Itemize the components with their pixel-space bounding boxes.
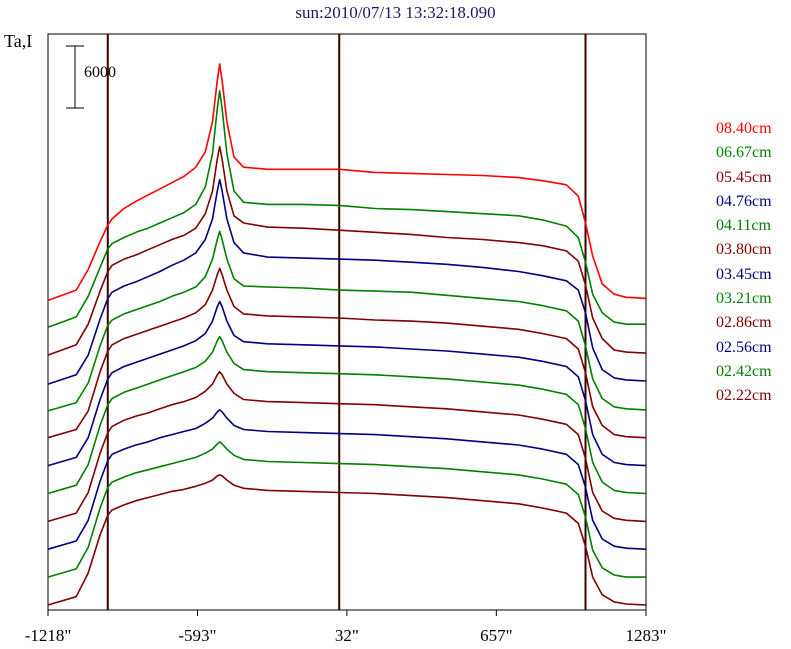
legend-entry: 03.80cm <box>716 241 772 259</box>
legend-entry: 04.11cm <box>716 217 771 235</box>
y-axis-label: Ta,I <box>4 31 33 51</box>
x-tick-label: 657" <box>480 626 513 645</box>
legend-entry: 03.45cm <box>716 265 772 283</box>
legend: 08.40cm 06.67cm 05.45cm 04.76cm 04.11cm 03.80… <box>716 117 772 409</box>
series-line-03.21cm <box>47 335 647 495</box>
legend-entry: 02.42cm <box>716 362 772 380</box>
series-line-02.56cm <box>47 409 647 550</box>
series-line-03.45cm <box>47 300 647 467</box>
legend-entry: 06.67cm <box>716 144 772 162</box>
series-line-08.40cm <box>47 63 647 302</box>
legend-entry: 04.76cm <box>716 192 772 210</box>
x-tick-label: -593" <box>178 626 217 645</box>
series-line-02.22cm <box>47 474 647 606</box>
series-line-02.86cm <box>47 370 647 523</box>
chart-title: sun:2010/07/13 13:32:18.090 <box>295 3 496 22</box>
series-line-05.45cm <box>47 145 647 356</box>
x-tick-label: -1218" <box>24 626 72 645</box>
series-line-06.67cm <box>47 90 646 329</box>
plot-frame <box>47 33 647 611</box>
legend-entry: 08.40cm <box>716 120 772 137</box>
series-lines <box>47 63 647 606</box>
legend-entry: 03.21cm <box>716 290 772 308</box>
series-line-04.11cm <box>47 230 647 412</box>
vertical-markers <box>106 34 587 610</box>
legend-entry: 02.86cm <box>716 314 772 332</box>
scale-bar <box>66 45 84 109</box>
x-tick-label: 1283" <box>625 626 667 645</box>
legend-entry: 02.56cm <box>716 338 772 356</box>
series-line-04.76cm <box>47 178 647 385</box>
legend-entry: 05.45cm <box>716 168 772 186</box>
x-tick-label: 32" <box>334 626 359 645</box>
legend-entry: 02.22cm <box>716 387 772 405</box>
series-line-03.80cm <box>47 267 647 439</box>
series-line-02.42cm <box>47 441 646 578</box>
x-tick-marks <box>47 610 647 616</box>
